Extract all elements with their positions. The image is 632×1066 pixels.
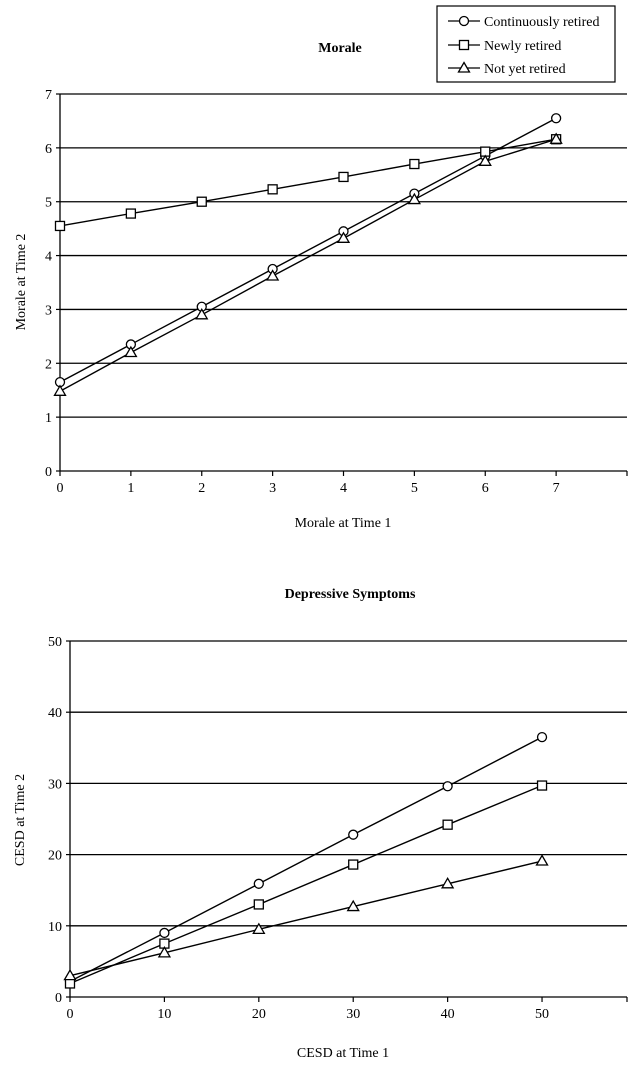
series-line — [69, 860, 543, 977]
data-point — [348, 859, 359, 870]
x-tick-label: 1 — [127, 481, 134, 496]
data-point — [346, 899, 360, 912]
data-point — [549, 132, 563, 144]
chart-title: Depressive Symptoms — [285, 587, 416, 602]
data-point — [253, 899, 264, 910]
legend: Continuously retired Newly retired Not y… — [436, 5, 616, 83]
data-point — [440, 876, 455, 889]
data-point — [338, 171, 349, 183]
legend-label: Newly retired — [484, 39, 561, 54]
series-circle — [64, 731, 548, 987]
x-tick-label: 0 — [67, 1007, 74, 1022]
x-axis-label: CESD at Time 1 — [297, 1046, 389, 1061]
y-tick-label: 0 — [55, 991, 62, 1006]
series-square — [64, 780, 548, 989]
data-point — [53, 384, 67, 396]
x-tick-label: 40 — [441, 1007, 455, 1022]
data-point — [442, 819, 453, 830]
legend-label: Continuously retired — [484, 15, 600, 30]
y-tick-label: 0 — [45, 465, 52, 480]
y-tick-label: 20 — [48, 849, 62, 864]
depressive-symptoms-chart: Depressive Symptoms CESD at Time 1 CESD … — [13, 587, 628, 1061]
data-point — [407, 192, 422, 205]
data-point — [54, 220, 66, 232]
data-point — [125, 208, 137, 219]
x-tick-label: 4 — [340, 481, 347, 496]
y-tick-label: 2 — [45, 357, 52, 372]
data-point — [124, 345, 138, 358]
series-triangle — [53, 132, 563, 396]
legend-entry-continuously-retired: Continuously retired — [448, 15, 600, 30]
x-tick-label: 2 — [198, 481, 205, 496]
data-point — [157, 946, 172, 958]
y-tick-label: 5 — [45, 196, 52, 211]
y-tick-label: 50 — [48, 635, 62, 650]
x-tick-label: 6 — [482, 481, 489, 496]
y-tick-label: 10 — [48, 920, 62, 935]
y-tick-label: 6 — [45, 142, 52, 157]
data-point — [195, 308, 209, 320]
data-point — [536, 731, 548, 743]
y-tick-label: 30 — [48, 777, 62, 792]
legend-label: Not yet retired — [484, 62, 566, 77]
series-line — [59, 138, 557, 227]
series-line — [69, 736, 543, 982]
morale-chart: Morale Morale at Time 1 Morale at Time 2… — [14, 41, 628, 531]
data-point — [409, 158, 420, 170]
data-point — [348, 829, 359, 840]
series-line — [59, 138, 557, 392]
data-point — [252, 922, 266, 935]
series-square — [54, 134, 562, 232]
y-tick-label: 7 — [45, 88, 52, 103]
square-marker-icon — [458, 39, 470, 51]
y-tick-label: 1 — [45, 411, 52, 426]
x-tick-label: 0 — [57, 481, 64, 496]
data-point — [536, 780, 548, 791]
data-point — [535, 854, 549, 866]
series-line — [69, 784, 543, 985]
data-point — [63, 968, 77, 981]
data-point — [550, 113, 562, 124]
x-tick-label: 30 — [346, 1007, 360, 1022]
series-triangle — [63, 854, 549, 981]
data-point — [196, 196, 207, 207]
x-tick-label: 7 — [553, 481, 560, 496]
y-tick-label: 4 — [45, 250, 52, 265]
legend-entry-newly-retired: Newly retired — [448, 39, 561, 54]
y-axis-label: CESD at Time 2 — [13, 774, 28, 866]
x-tick-label: 5 — [411, 481, 418, 496]
data-point — [442, 781, 453, 792]
data-point — [159, 927, 170, 939]
data-point — [336, 231, 351, 243]
data-point — [478, 154, 492, 166]
data-point — [253, 878, 264, 889]
x-axis-label: Morale at Time 1 — [295, 516, 392, 531]
data-point — [64, 978, 76, 989]
x-tick-label: 20 — [252, 1007, 266, 1022]
circle-marker-icon — [458, 15, 470, 27]
triangle-marker-icon — [457, 61, 471, 73]
y-tick-label: 3 — [45, 303, 52, 318]
y-tick-label: 40 — [48, 706, 62, 721]
data-point — [265, 269, 280, 281]
series-line — [59, 117, 557, 383]
chart-title: Morale — [318, 41, 362, 56]
x-tick-label: 3 — [269, 481, 276, 496]
x-tick-label: 10 — [157, 1007, 171, 1022]
data-point — [267, 184, 278, 195]
legend-entry-not-yet-retired: Not yet retired — [448, 61, 566, 77]
y-axis-label: Morale at Time 2 — [14, 234, 29, 331]
x-tick-label: 50 — [535, 1007, 549, 1022]
